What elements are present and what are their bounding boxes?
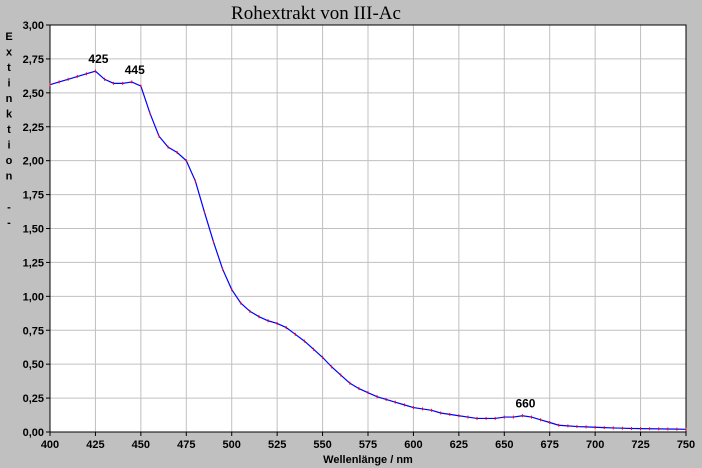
x-tick-label: 750	[677, 439, 695, 451]
x-tick-label: 600	[404, 439, 422, 451]
x-tick-label: 450	[132, 439, 150, 451]
y-axis-label-char: i	[7, 78, 10, 90]
x-tick-label: 650	[495, 439, 513, 451]
y-axis-label-char: n	[6, 93, 13, 105]
x-tick-label: 550	[313, 439, 331, 451]
y-tick-label: 1,75	[23, 190, 44, 202]
y-axis-label-char: -	[7, 202, 11, 214]
y-axis-label-char: i	[7, 140, 10, 152]
y-tick-label: 2,25	[23, 122, 44, 134]
y-tick-label: 2,50	[23, 88, 44, 100]
x-tick-label: 700	[586, 439, 604, 451]
x-tick-label: 400	[41, 439, 59, 451]
y-tick-label: 2,75	[23, 54, 44, 66]
y-tick-label: 0,50	[23, 359, 44, 371]
peak-label: 660	[515, 397, 535, 411]
x-tick-label: 625	[450, 439, 468, 451]
y-axis-label-char: E	[5, 31, 12, 43]
x-tick-label: 500	[223, 439, 241, 451]
x-tick-label: 475	[177, 439, 195, 451]
x-tick-label: 725	[631, 439, 649, 451]
y-tick-label: 0,75	[23, 325, 44, 337]
chart-title: Rohextrakt von III-Ac	[231, 3, 401, 24]
y-axis-label-char: t	[7, 62, 11, 74]
axis-layer: 400 425 450 475 500 525 550 575 600 625 650 675 700 7…	[23, 20, 696, 451]
y-tick-label: 0,25	[23, 393, 44, 405]
marker-layer	[49, 69, 687, 431]
y-axis-label-char: k	[6, 109, 13, 121]
annotation-layer: 425 445 660	[88, 52, 535, 411]
y-tick-label: 2,00	[23, 156, 44, 168]
y-tick-label: 1,50	[23, 224, 44, 236]
y-tick-label: 1,25	[23, 257, 44, 269]
x-tick-label: 525	[268, 439, 286, 451]
x-axis-label: Wellenlänge / nm	[323, 454, 413, 466]
x-tick-label: 675	[541, 439, 559, 451]
x-tick-label: 425	[86, 439, 104, 451]
peak-label: 425	[88, 52, 108, 66]
y-axis-label-char: o	[6, 155, 13, 167]
y-axis-label-char: n	[6, 171, 13, 183]
y-axis-label-char: -	[7, 217, 11, 229]
peak-label: 445	[125, 63, 145, 77]
plot-border	[49, 24, 687, 433]
y-tick-label: 1,00	[23, 291, 44, 303]
y-tick-label: 3,00	[23, 20, 44, 32]
y-tick-label: 0,00	[23, 427, 44, 439]
y-axis-label-char: t	[7, 124, 11, 136]
y-axis-label-char: x	[6, 47, 13, 59]
x-tick-label: 575	[359, 439, 377, 451]
